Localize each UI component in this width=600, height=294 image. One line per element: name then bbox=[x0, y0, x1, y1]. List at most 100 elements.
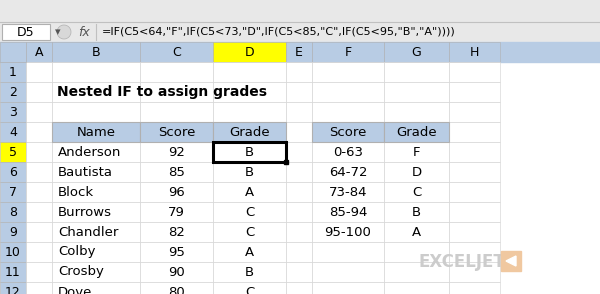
Bar bbox=[52, 242, 140, 262]
Text: 6: 6 bbox=[9, 166, 17, 178]
Bar bbox=[0, 0, 600, 42]
Bar bbox=[140, 82, 213, 102]
Bar bbox=[286, 242, 312, 262]
Bar bbox=[286, 282, 312, 294]
Bar bbox=[52, 202, 140, 222]
Bar bbox=[449, 262, 500, 282]
Text: H: H bbox=[470, 46, 479, 59]
Text: 96: 96 bbox=[168, 186, 185, 198]
Bar bbox=[140, 122, 213, 142]
Bar bbox=[384, 82, 449, 102]
Text: Dove: Dove bbox=[58, 285, 92, 294]
Text: 2: 2 bbox=[9, 86, 17, 98]
Bar bbox=[140, 62, 213, 82]
Bar bbox=[449, 202, 500, 222]
Bar bbox=[384, 262, 449, 282]
Bar bbox=[0, 182, 26, 202]
Bar bbox=[213, 102, 286, 122]
Bar bbox=[213, 282, 286, 294]
Bar bbox=[140, 222, 213, 242]
Text: 9: 9 bbox=[9, 225, 17, 238]
Bar bbox=[312, 282, 384, 294]
Bar bbox=[140, 182, 213, 202]
Bar bbox=[384, 142, 449, 162]
Bar bbox=[449, 222, 500, 242]
Bar bbox=[140, 262, 213, 282]
Bar bbox=[312, 122, 384, 142]
Bar bbox=[52, 162, 140, 182]
Bar bbox=[213, 142, 286, 162]
Bar bbox=[26, 202, 52, 222]
Bar bbox=[52, 222, 140, 242]
Text: Bautista: Bautista bbox=[58, 166, 113, 178]
Bar bbox=[52, 262, 140, 282]
Text: 3: 3 bbox=[9, 106, 17, 118]
Bar bbox=[0, 62, 26, 82]
Bar bbox=[0, 42, 600, 294]
Bar bbox=[140, 142, 213, 162]
Bar bbox=[26, 182, 52, 202]
Bar bbox=[312, 102, 384, 122]
Bar bbox=[213, 62, 286, 82]
Bar bbox=[384, 122, 449, 142]
Text: 85-94: 85-94 bbox=[329, 206, 367, 218]
Text: Grade: Grade bbox=[229, 126, 270, 138]
Bar bbox=[213, 142, 286, 162]
Text: Burrows: Burrows bbox=[58, 206, 112, 218]
Bar bbox=[384, 162, 449, 182]
Bar bbox=[384, 222, 449, 242]
Bar bbox=[286, 142, 312, 162]
Bar bbox=[213, 262, 286, 282]
Bar bbox=[449, 42, 500, 62]
Bar bbox=[213, 202, 286, 222]
Bar bbox=[312, 262, 384, 282]
Text: B: B bbox=[92, 46, 100, 59]
FancyBboxPatch shape bbox=[501, 251, 521, 271]
Text: 1: 1 bbox=[9, 66, 17, 78]
Bar bbox=[286, 202, 312, 222]
Text: 82: 82 bbox=[168, 225, 185, 238]
Bar bbox=[140, 202, 213, 222]
Bar bbox=[0, 162, 26, 182]
Bar bbox=[312, 82, 384, 102]
Bar bbox=[449, 102, 500, 122]
Text: D5: D5 bbox=[17, 26, 35, 39]
Text: D: D bbox=[412, 166, 422, 178]
Bar bbox=[312, 202, 384, 222]
Bar bbox=[213, 182, 286, 202]
Bar bbox=[0, 122, 26, 142]
Text: Block: Block bbox=[58, 186, 94, 198]
Text: C: C bbox=[245, 206, 254, 218]
Text: Score: Score bbox=[329, 126, 367, 138]
Text: 95: 95 bbox=[168, 245, 185, 258]
Text: C: C bbox=[412, 186, 421, 198]
Bar bbox=[213, 122, 286, 142]
Text: Crosby: Crosby bbox=[58, 265, 104, 278]
Bar bbox=[140, 242, 213, 262]
Bar bbox=[26, 162, 52, 182]
Bar bbox=[213, 162, 286, 182]
Text: 80: 80 bbox=[168, 285, 185, 294]
Bar bbox=[0, 102, 26, 122]
Bar bbox=[312, 242, 384, 262]
Bar bbox=[312, 122, 384, 142]
Text: 12: 12 bbox=[5, 285, 21, 294]
Bar bbox=[52, 82, 140, 102]
Text: C: C bbox=[245, 285, 254, 294]
Bar bbox=[449, 182, 500, 202]
Bar bbox=[384, 282, 449, 294]
Bar bbox=[286, 82, 312, 102]
Text: 8: 8 bbox=[9, 206, 17, 218]
Bar bbox=[449, 122, 500, 142]
Bar bbox=[26, 102, 52, 122]
Bar bbox=[52, 62, 140, 82]
Text: B: B bbox=[245, 146, 254, 158]
Text: 90: 90 bbox=[168, 265, 185, 278]
Text: A: A bbox=[245, 245, 254, 258]
Bar bbox=[213, 142, 286, 162]
Text: Chandler: Chandler bbox=[58, 225, 118, 238]
Text: 0-63: 0-63 bbox=[333, 146, 363, 158]
Bar bbox=[312, 42, 384, 62]
Text: 10: 10 bbox=[5, 245, 21, 258]
Bar bbox=[26, 42, 52, 62]
